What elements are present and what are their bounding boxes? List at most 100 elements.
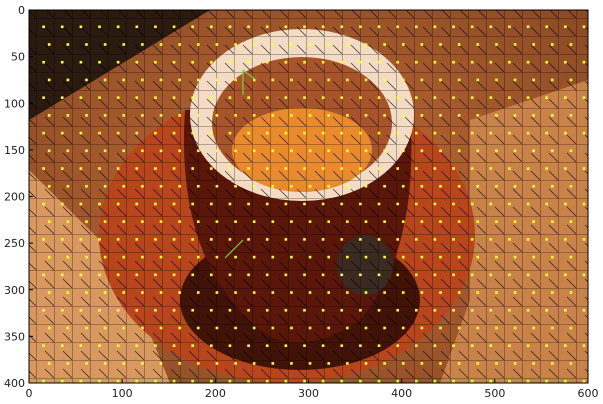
seed-point	[402, 256, 405, 259]
seed-point	[378, 309, 381, 312]
seed-point	[346, 362, 349, 365]
seed-point	[266, 309, 269, 312]
seed-point	[340, 274, 343, 277]
seed-point	[378, 344, 381, 347]
seed-point	[290, 256, 293, 259]
seed-point	[216, 256, 219, 259]
seed-point	[247, 309, 250, 312]
seed-point	[434, 274, 437, 277]
seed-point	[378, 25, 381, 28]
seed-point	[266, 238, 269, 241]
seed-point	[98, 344, 101, 347]
seed-point	[508, 238, 511, 241]
seed-point	[383, 291, 386, 294]
seed-point	[322, 380, 325, 383]
seed-point	[178, 185, 181, 188]
seed-point	[191, 167, 194, 170]
seed-point	[80, 61, 83, 64]
seed-point	[532, 291, 535, 294]
seed-point	[508, 61, 511, 64]
seed-point	[322, 61, 325, 64]
seed-point	[197, 362, 200, 365]
seed-point	[216, 150, 219, 153]
seed-point	[48, 220, 51, 223]
seed-point	[173, 309, 176, 312]
seed-point	[490, 25, 493, 28]
seed-point	[383, 43, 386, 46]
seed-point	[141, 185, 144, 188]
seed-point	[247, 380, 250, 383]
x-tick-label: 600	[578, 387, 599, 400]
seed-point	[303, 380, 306, 383]
y-tick-label: 400	[4, 377, 25, 390]
seed-point	[247, 61, 250, 64]
seed-point	[210, 238, 213, 241]
seed-point	[570, 43, 573, 46]
seed-point	[322, 344, 325, 347]
seed-point	[383, 220, 386, 223]
seed-point	[551, 327, 554, 330]
seed-point	[365, 256, 368, 259]
seed-point	[588, 79, 591, 82]
seed-point	[583, 238, 586, 241]
seed-point	[98, 380, 101, 383]
seed-point	[309, 114, 312, 117]
seed-point	[365, 362, 368, 365]
seed-point	[471, 274, 474, 277]
seed-point	[421, 150, 424, 153]
seed-point	[551, 291, 554, 294]
seed-point	[309, 256, 312, 259]
seed-point	[378, 238, 381, 241]
seed-point	[247, 132, 250, 135]
seed-point	[141, 291, 144, 294]
seed-point	[588, 256, 591, 259]
seed-point	[272, 114, 275, 117]
seed-point	[141, 79, 144, 82]
seed-point	[210, 96, 213, 99]
seed-point	[564, 380, 567, 383]
x-tick-label: 100	[112, 387, 133, 400]
seed-point	[471, 344, 474, 347]
seed-point	[583, 96, 586, 99]
seed-point	[452, 96, 455, 99]
seed-point	[583, 25, 586, 28]
seed-point	[303, 132, 306, 135]
seed-point	[173, 344, 176, 347]
seed-point	[476, 185, 479, 188]
seed-point	[402, 362, 405, 365]
seed-point	[216, 43, 219, 46]
seed-point	[80, 274, 83, 277]
seed-point	[104, 114, 107, 117]
seed-point	[309, 220, 312, 223]
seed-point	[570, 185, 573, 188]
seed-point	[104, 150, 107, 153]
seed-point	[545, 274, 548, 277]
seed-point	[551, 43, 554, 46]
seed-point	[67, 256, 70, 259]
seed-point	[67, 291, 70, 294]
seed-point	[303, 203, 306, 206]
seed-point	[327, 185, 330, 188]
seed-point	[309, 185, 312, 188]
seed-point	[247, 96, 250, 99]
seed-point	[216, 291, 219, 294]
seed-point	[309, 79, 312, 82]
seed-point	[421, 291, 424, 294]
seed-point	[415, 309, 418, 312]
seed-point	[402, 291, 405, 294]
seed-point	[396, 344, 399, 347]
seed-point	[48, 79, 51, 82]
seed-point	[346, 256, 349, 259]
seed-point	[285, 309, 288, 312]
seed-point	[322, 96, 325, 99]
seed-point	[285, 238, 288, 241]
seed-point	[290, 362, 293, 365]
seed-point	[452, 380, 455, 383]
seed-point	[458, 150, 461, 153]
seed-point	[253, 220, 256, 223]
seed-point	[266, 61, 269, 64]
seed-point	[290, 185, 293, 188]
seed-point	[210, 380, 213, 383]
seed-point	[415, 203, 418, 206]
seed-point	[48, 185, 51, 188]
